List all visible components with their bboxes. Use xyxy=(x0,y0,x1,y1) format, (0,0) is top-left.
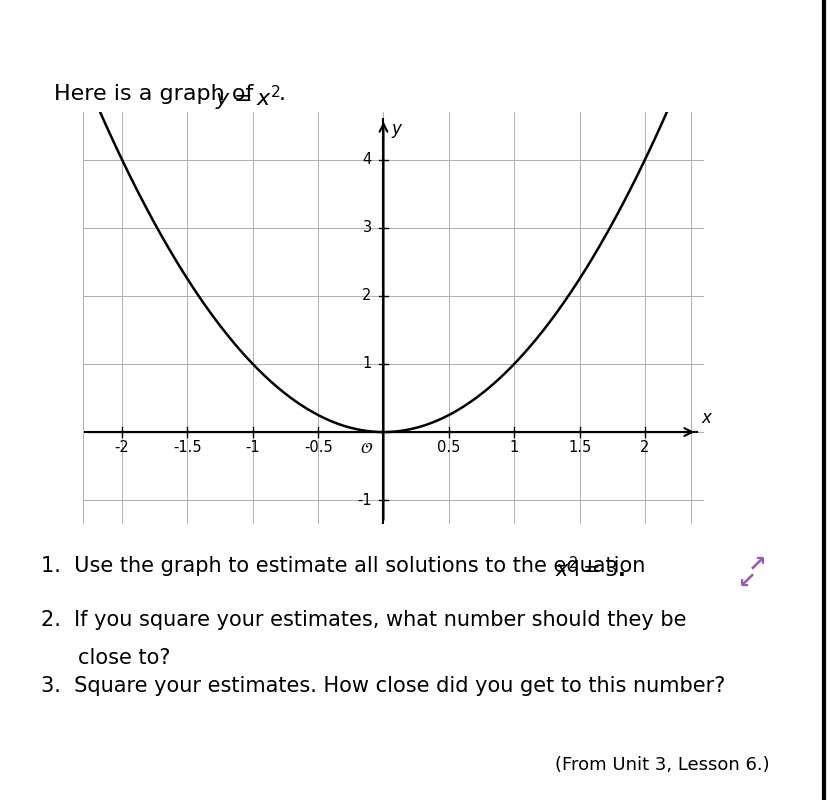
Text: $x$: $x$ xyxy=(700,409,713,426)
Text: 1.  Use the graph to estimate all solutions to the equation: 1. Use the graph to estimate all solutio… xyxy=(41,556,652,576)
Text: 1: 1 xyxy=(509,440,519,455)
Text: -1: -1 xyxy=(245,440,260,455)
Text: -1: -1 xyxy=(356,493,371,508)
Text: $y$: $y$ xyxy=(391,122,404,140)
Text: 0.5: 0.5 xyxy=(437,440,460,455)
Text: 2: 2 xyxy=(362,288,371,303)
Text: -1.5: -1.5 xyxy=(173,440,202,455)
Text: $y = x^2$: $y = x^2$ xyxy=(215,84,280,114)
Text: 1.5: 1.5 xyxy=(567,440,590,455)
Text: (From Unit 3, Lesson 6.): (From Unit 3, Lesson 6.) xyxy=(555,756,769,774)
Text: ↙: ↙ xyxy=(738,571,756,592)
Text: $x^2 = 3$.: $x^2 = 3$. xyxy=(554,556,624,581)
Text: 1: 1 xyxy=(362,357,371,371)
Text: -0.5: -0.5 xyxy=(304,440,332,455)
Text: Here is a graph of: Here is a graph of xyxy=(54,84,260,104)
Text: 3: 3 xyxy=(362,220,371,235)
Text: 4: 4 xyxy=(362,152,371,167)
Text: close to?: close to? xyxy=(78,648,170,668)
Text: 3.  Square your estimates. How close did you get to this number?: 3. Square your estimates. How close did … xyxy=(41,676,725,696)
Text: 2: 2 xyxy=(639,440,649,455)
Text: .: . xyxy=(279,84,285,104)
Text: ↗: ↗ xyxy=(748,554,766,574)
Text: $\mathcal{O}$: $\mathcal{O}$ xyxy=(360,441,373,456)
Text: -2: -2 xyxy=(114,440,129,455)
Text: 2.  If you square your estimates, what number should they be: 2. If you square your estimates, what nu… xyxy=(41,610,686,630)
